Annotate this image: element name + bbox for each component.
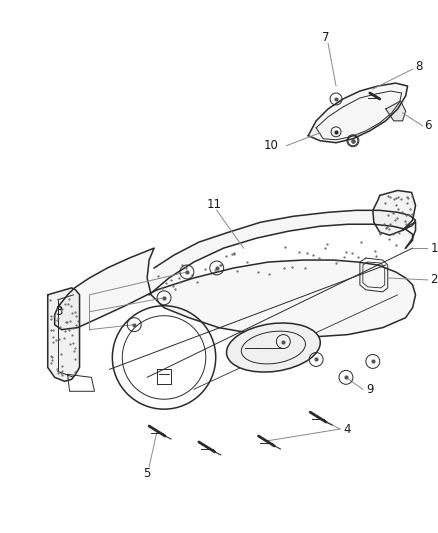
Text: 8: 8: [416, 60, 423, 72]
Text: 10: 10: [264, 139, 279, 152]
Text: 1: 1: [431, 241, 438, 255]
Polygon shape: [386, 101, 406, 121]
Text: 7: 7: [322, 31, 330, 44]
Polygon shape: [55, 248, 416, 337]
Polygon shape: [373, 190, 416, 235]
Polygon shape: [308, 83, 408, 143]
Text: 4: 4: [343, 423, 350, 435]
Text: 6: 6: [424, 119, 432, 132]
Text: 11: 11: [206, 198, 221, 211]
Text: 5: 5: [144, 467, 151, 480]
Polygon shape: [149, 211, 416, 295]
Text: 2: 2: [431, 273, 438, 286]
Polygon shape: [48, 288, 80, 381]
Text: 9: 9: [366, 383, 373, 396]
Ellipse shape: [226, 323, 320, 372]
Text: 3: 3: [55, 305, 62, 318]
